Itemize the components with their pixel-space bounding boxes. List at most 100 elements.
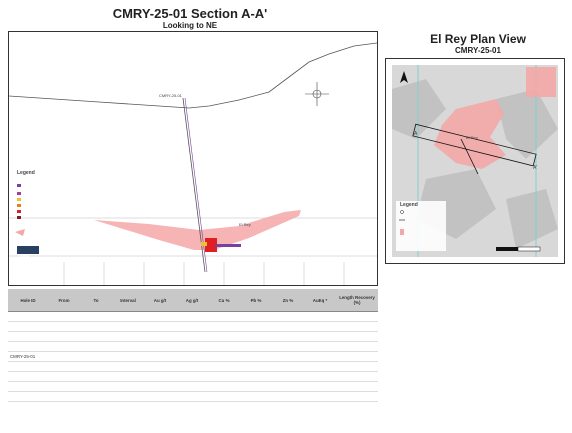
table-cell: [272, 311, 304, 322]
table-cell: [176, 391, 208, 402]
header-pb: Pb %: [240, 289, 272, 312]
table-cell: [144, 311, 176, 322]
section-line-box: [412, 123, 537, 167]
table-cell: [48, 311, 80, 322]
table-cell: [304, 391, 336, 402]
table-cell: [80, 381, 112, 392]
plan-view-map: Legend El Rey A A': [385, 58, 565, 264]
plan-subtitle: CMRY-25-01: [455, 46, 501, 55]
table-row: [8, 311, 378, 322]
footnote-line-3: [8, 406, 378, 411]
cross-section-map: Legend CMRY-25-01 El Rey LMRA: [8, 31, 378, 286]
table-cell: [144, 391, 176, 402]
table-cell: [144, 321, 176, 332]
footnote-line-2: [8, 399, 378, 404]
company-logo: [17, 246, 39, 254]
table-row: [8, 381, 378, 392]
table-cell: [112, 381, 144, 392]
table-cell: [112, 331, 144, 342]
table-cell: [144, 371, 176, 382]
table-row: [8, 321, 378, 332]
table-cell: [336, 371, 378, 382]
table-cell: [208, 381, 240, 392]
table-cell: [272, 361, 304, 372]
table-cell: [48, 341, 80, 352]
plan-legend-title: Legend: [400, 202, 418, 208]
table-cell: [336, 381, 378, 392]
table-cell: [304, 381, 336, 392]
table-cell: [208, 331, 240, 342]
table-cell: [112, 321, 144, 332]
section-end-label: A': [533, 165, 538, 171]
table-cell: [208, 341, 240, 352]
cross-section-drawing: [9, 42, 377, 285]
table-header-row: Hole ID From To Interval Au g/t Ag g/t C…: [8, 289, 378, 312]
table-cell: [208, 361, 240, 372]
header-to: To: [80, 289, 112, 312]
table-cell: [80, 321, 112, 332]
table-cell: [48, 381, 80, 392]
table-cell: [80, 371, 112, 382]
table-cell: [240, 371, 272, 382]
table-cell: [304, 361, 336, 372]
intercept-marker: [205, 238, 217, 252]
table-cell: [240, 321, 272, 332]
table-cell: [176, 361, 208, 372]
table-cell: [272, 331, 304, 342]
header-ag: Ag g/t: [176, 289, 208, 312]
table-cell: [336, 311, 378, 322]
table-cell: [8, 321, 48, 332]
table-cell: [48, 361, 80, 372]
table-cell: [8, 381, 48, 392]
table-cell: [240, 351, 272, 362]
plan-drill-trace: [460, 138, 479, 175]
header-aueq: AuEq *: [304, 289, 336, 312]
table-cell: [336, 361, 378, 372]
plan-view-drawing: [392, 65, 558, 257]
table-cell: [240, 361, 272, 372]
table-cell: [80, 391, 112, 402]
table-cell: [176, 351, 208, 362]
table-cell: [144, 351, 176, 362]
plan-vein-shape: [434, 99, 506, 169]
table-cell: [80, 361, 112, 372]
table-cell: [112, 341, 144, 352]
section-title: CMRY-25-01 Section A-A': [112, 6, 268, 21]
table-cell: [272, 381, 304, 392]
plan-legend-box: [396, 201, 446, 251]
table-row: [8, 371, 378, 382]
table-cell: [176, 321, 208, 332]
topography-line: [9, 42, 377, 109]
logo-text: LMRA: [18, 253, 30, 258]
vein-shape: [94, 210, 301, 250]
table-cell: [272, 321, 304, 332]
table-cell: [336, 331, 378, 342]
table-cell: [272, 371, 304, 382]
table-cell: [336, 341, 378, 352]
table-cell: [176, 381, 208, 392]
plan-title: El Rey Plan View: [430, 32, 526, 46]
table-cell: [208, 321, 240, 332]
table-cell: [336, 391, 378, 402]
table-row: [8, 361, 378, 372]
table-row: [8, 341, 378, 352]
table-cell: [112, 311, 144, 322]
plan-vein-label: El Rey: [466, 135, 478, 140]
table-cell: [48, 321, 80, 332]
table-cell: [112, 351, 144, 362]
table-cell: [336, 351, 378, 362]
table-cell: [48, 391, 80, 402]
table-cell: [8, 331, 48, 342]
table-cell: [304, 321, 336, 332]
assay-results-table: Hole ID From To Interval Au g/t Ag g/t C…: [8, 289, 378, 402]
table-cell: [144, 381, 176, 392]
table-cell: [272, 341, 304, 352]
table-cell: CMRY-25-01: [8, 351, 48, 362]
table-cell: [240, 311, 272, 322]
table-cell: [48, 331, 80, 342]
table-cell: [112, 391, 144, 402]
table-cell: [176, 371, 208, 382]
header-zn: Zn %: [272, 289, 304, 312]
header-recovery: Length Recovery (%): [336, 289, 378, 312]
table-cell: [80, 331, 112, 342]
